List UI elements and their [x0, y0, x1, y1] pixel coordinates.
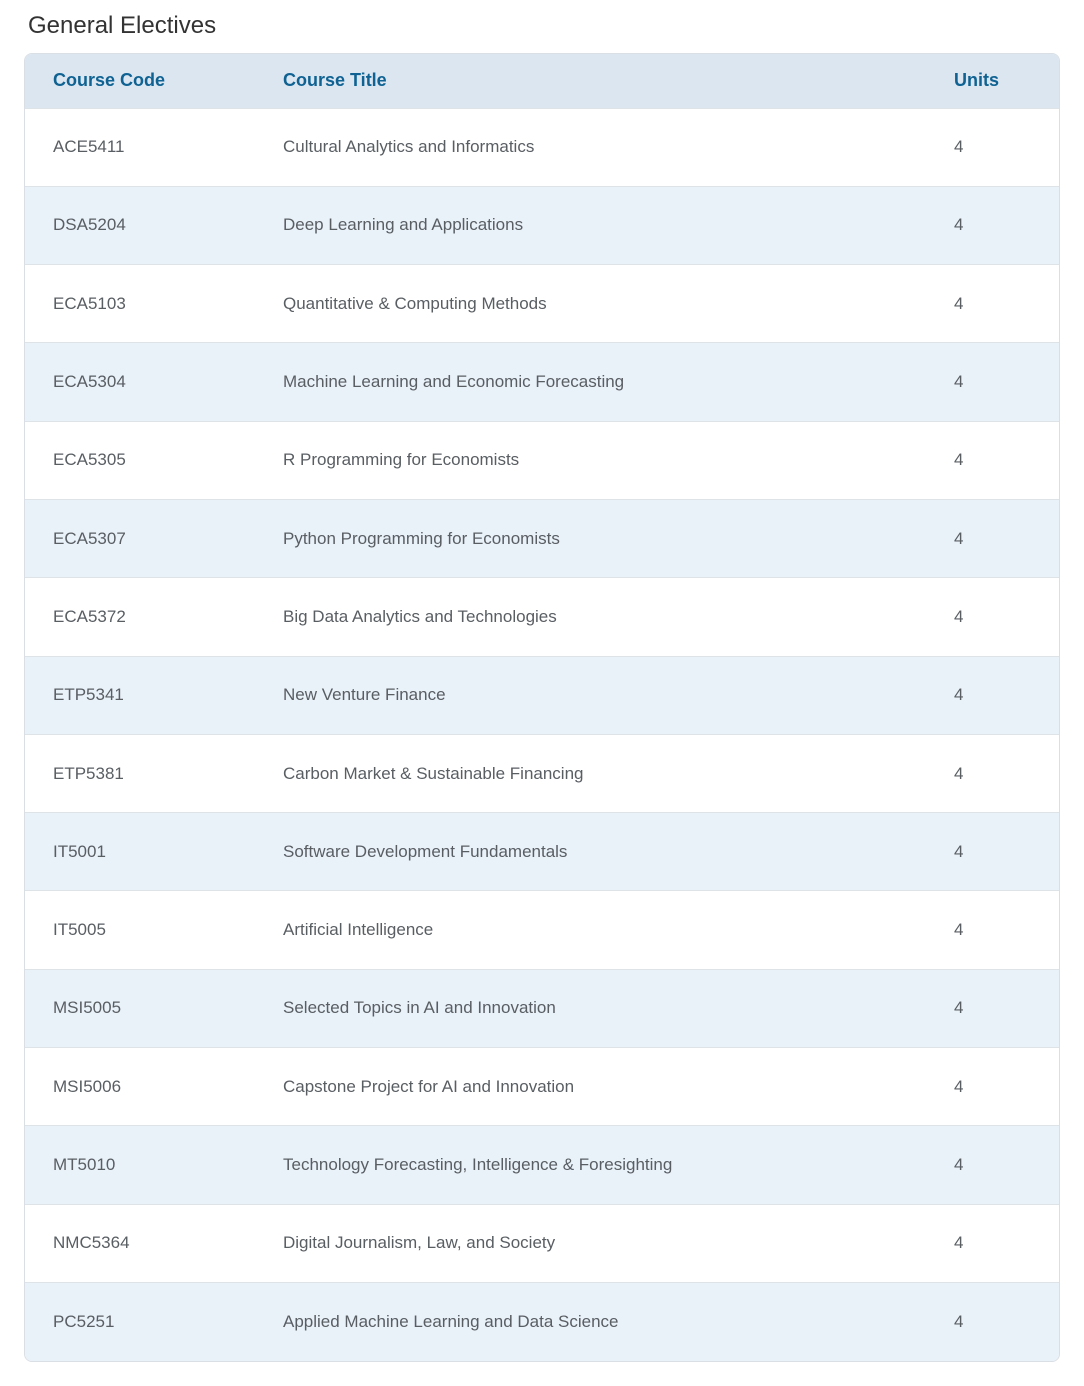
course-title-cell: Quantitative & Computing Methods: [255, 264, 926, 343]
course-title-cell: Cultural Analytics and Informatics: [255, 107, 926, 187]
table-row: ECA5372 Big Data Analytics and Technolog…: [25, 577, 1059, 657]
units-cell: 4: [926, 1047, 1059, 1126]
course-code-cell: ECA5103: [25, 264, 255, 343]
course-title-cell: Capstone Project for AI and Innovation: [255, 1047, 926, 1126]
general-electives-table: Course Code Course Title Units ACE5411 C…: [25, 54, 1059, 1361]
course-code-cell: ECA5305: [25, 420, 255, 500]
table-row: MSI5006 Capstone Project for AI and Inno…: [25, 1047, 1059, 1126]
course-title-cell: New Venture Finance: [255, 655, 926, 735]
units-cell: 4: [926, 1125, 1059, 1205]
table-row: ACE5411 Cultural Analytics and Informati…: [25, 107, 1059, 187]
units-cell: 4: [926, 185, 1059, 265]
units-cell: 4: [926, 577, 1059, 657]
course-code-cell: ETP5381: [25, 733, 255, 813]
table-row: ECA5305 R Programming for Economists 4: [25, 420, 1059, 500]
column-header-units: Units: [926, 54, 1059, 108]
units-cell: 4: [926, 107, 1059, 187]
units-cell: 4: [926, 342, 1059, 422]
table-row: MT5010 Technology Forecasting, Intellige…: [25, 1125, 1059, 1205]
units-cell: 4: [926, 812, 1059, 891]
column-header-course-code: Course Code: [25, 54, 255, 108]
table-row: IT5001 Software Development Fundamentals…: [25, 812, 1059, 891]
header-row: Course Code Course Title Units: [25, 54, 1059, 108]
table-row: ECA5103 Quantitative & Computing Methods…: [25, 264, 1059, 343]
course-title-cell: Technology Forecasting, Intelligence & F…: [255, 1125, 926, 1205]
course-title-cell: Machine Learning and Economic Forecastin…: [255, 342, 926, 422]
course-code-cell: MT5010: [25, 1125, 255, 1205]
table-body: ACE5411 Cultural Analytics and Informati…: [25, 107, 1059, 1361]
units-cell: 4: [926, 498, 1059, 578]
course-title-cell: Deep Learning and Applications: [255, 185, 926, 265]
units-cell: 4: [926, 968, 1059, 1048]
course-code-cell: MSI5006: [25, 1047, 255, 1126]
table-row: ETP5381 Carbon Market & Sustainable Fina…: [25, 733, 1059, 813]
course-code-cell: PC5251: [25, 1281, 255, 1361]
units-cell: 4: [926, 420, 1059, 500]
table-row: DSA5204 Deep Learning and Applications 4: [25, 185, 1059, 265]
course-code-cell: NMC5364: [25, 1203, 255, 1283]
table-row: IT5005 Artificial Intelligence 4: [25, 890, 1059, 970]
table-row: ECA5307 Python Programming for Economist…: [25, 498, 1059, 578]
column-header-course-title: Course Title: [255, 54, 926, 108]
course-title-cell: Artificial Intelligence: [255, 890, 926, 970]
table-row: ECA5304 Machine Learning and Economic Fo…: [25, 342, 1059, 422]
course-title-cell: Carbon Market & Sustainable Financing: [255, 733, 926, 813]
units-cell: 4: [926, 890, 1059, 970]
course-title-cell: Big Data Analytics and Technologies: [255, 577, 926, 657]
course-code-cell: DSA5204: [25, 185, 255, 265]
course-title-cell: Applied Machine Learning and Data Scienc…: [255, 1281, 926, 1361]
course-title-cell: R Programming for Economists: [255, 420, 926, 500]
course-code-cell: ECA5307: [25, 498, 255, 578]
course-code-cell: ECA5372: [25, 577, 255, 657]
courses-table-container: Course Code Course Title Units ACE5411 C…: [24, 53, 1060, 1362]
course-title-cell: Selected Topics in AI and Innovation: [255, 968, 926, 1048]
course-code-cell: ECA5304: [25, 342, 255, 422]
units-cell: 4: [926, 1203, 1059, 1283]
table-row: ETP5341 New Venture Finance 4: [25, 655, 1059, 735]
table-row: NMC5364 Digital Journalism, Law, and Soc…: [25, 1203, 1059, 1283]
units-cell: 4: [926, 264, 1059, 343]
units-cell: 4: [926, 733, 1059, 813]
page-title: General Electives: [28, 12, 217, 39]
units-cell: 4: [926, 1281, 1059, 1361]
course-title-cell: Digital Journalism, Law, and Society: [255, 1203, 926, 1283]
course-code-cell: MSI5005: [25, 968, 255, 1048]
units-cell: 4: [926, 655, 1059, 735]
course-code-cell: IT5001: [25, 812, 255, 891]
course-title-cell: Python Programming for Economists: [255, 498, 926, 578]
course-title-cell: Software Development Fundamentals: [255, 812, 926, 891]
course-code-cell: IT5005: [25, 890, 255, 970]
table-row: MSI5005 Selected Topics in AI and Innova…: [25, 968, 1059, 1048]
table-row: PC5251 Applied Machine Learning and Data…: [25, 1281, 1059, 1361]
course-code-cell: ETP5341: [25, 655, 255, 735]
course-code-cell: ACE5411: [25, 107, 255, 187]
table-header: Course Code Course Title Units: [25, 54, 1059, 108]
